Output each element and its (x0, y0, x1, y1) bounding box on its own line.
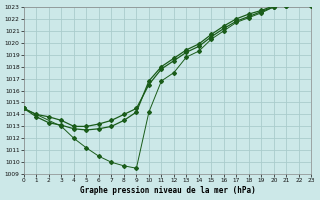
X-axis label: Graphe pression niveau de la mer (hPa): Graphe pression niveau de la mer (hPa) (80, 186, 256, 195)
